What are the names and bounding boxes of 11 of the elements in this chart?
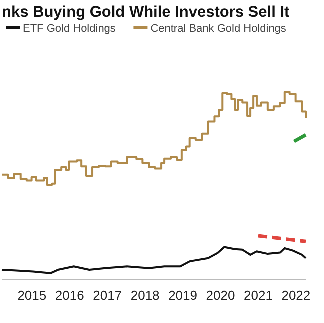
x-tick-label: 2022 — [282, 288, 311, 303]
x-tick-label: 2016 — [55, 288, 84, 303]
legend-label: Central Bank Gold Holdings — [150, 23, 287, 35]
chart-title: nks Buying Gold While Investors Sell It — [2, 4, 290, 21]
x-tick-label: 2017 — [93, 288, 122, 303]
x-tick-label: 2018 — [130, 288, 160, 303]
x-tick-label: 2019 — [168, 288, 198, 303]
x-tick-label: 2021 — [244, 288, 273, 303]
x-tick-label: 2015 — [18, 288, 47, 303]
legend-label: ETF Gold Holdings — [23, 23, 116, 35]
x-tick-label: 2020 — [206, 288, 236, 303]
